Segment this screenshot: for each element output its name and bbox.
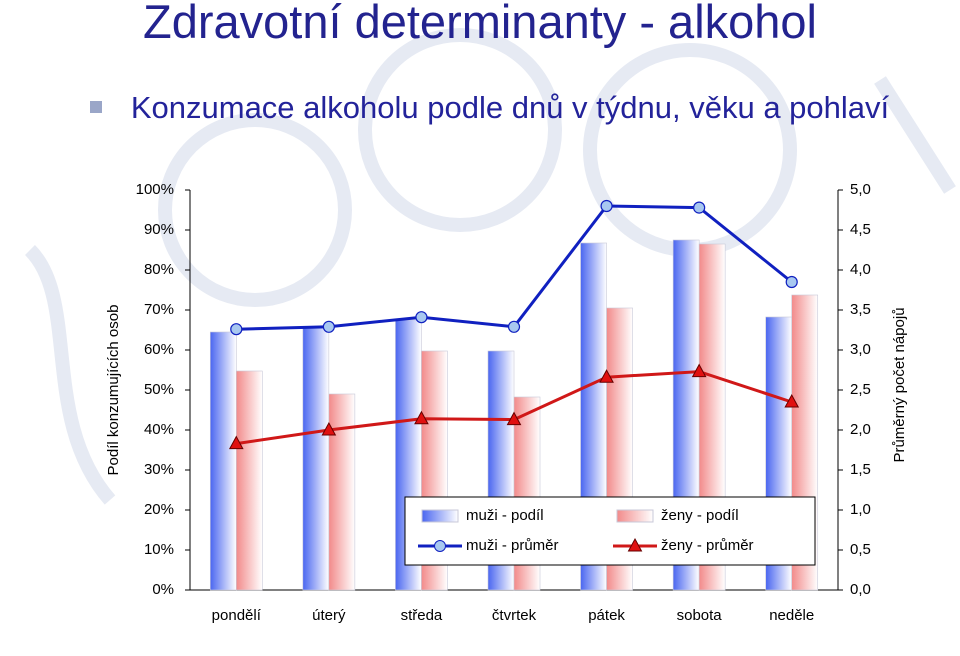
y2-tick-label: 2,0 (850, 421, 871, 438)
y2-tick-label: 4,0 (850, 261, 871, 278)
line-marker (785, 275, 798, 289)
y2-tick-label: 0,0 (850, 581, 871, 598)
y-tick-label: 60% (144, 341, 174, 358)
legend-swatch (421, 509, 459, 523)
y-tick-label: 80% (144, 261, 174, 278)
legend-label: ženy - průměr (661, 537, 754, 554)
bar (328, 393, 356, 591)
background-decoration (24, 28, 956, 505)
x-tick-label: pondělí (212, 607, 262, 624)
x-tick-label: neděle (769, 607, 814, 624)
y2-tick-label: 0,5 (850, 541, 871, 558)
x-tick-label: čtvrtek (492, 607, 537, 624)
line-marker (321, 421, 337, 436)
y2-tick-label: 2,5 (850, 381, 871, 398)
line-marker (600, 199, 613, 213)
y-tick-label: 40% (144, 421, 174, 438)
y-tick-label: 20% (144, 501, 174, 518)
y2-axis-title: Průměrný počet nápojů (891, 307, 908, 462)
legend-label: muži - průměr (466, 537, 559, 554)
bar (209, 331, 237, 591)
y2-tick-label: 1,5 (850, 461, 871, 478)
line-marker (506, 411, 522, 426)
line-marker (414, 410, 429, 425)
legend-box (404, 496, 816, 566)
y2-tick-label: 1,0 (850, 501, 871, 518)
legend-marker (627, 537, 643, 552)
line-marker (230, 323, 243, 336)
y-tick-label: 50% (144, 381, 174, 398)
line-marker (784, 393, 800, 408)
title: Zdravotní determinanty - alkohol (143, 0, 817, 48)
y-axis-title: Podíl konzumujících osob (105, 305, 122, 476)
line-marker (228, 435, 244, 450)
y-tick-label: 10% (144, 541, 174, 558)
line-marker (691, 363, 707, 378)
x-tick-label: pátek (588, 607, 625, 624)
bar (235, 370, 263, 591)
line-marker (507, 320, 521, 333)
line-marker (599, 369, 614, 383)
y-tick-label: 90% (144, 221, 174, 238)
legend-label: ženy - podíl (661, 507, 739, 524)
line-marker (415, 311, 428, 324)
line-marker (693, 201, 706, 214)
subtitle: Konzumace alkoholu podle dnů v týdnu, vě… (130, 90, 890, 125)
x-tick-label: sobota (677, 607, 723, 624)
y2-tick-label: 3,0 (850, 341, 871, 358)
y-tick-label: 100% (136, 181, 174, 198)
y-tick-label: 70% (144, 301, 174, 318)
y2-tick-label: 3,5 (850, 301, 871, 318)
bullet (90, 101, 102, 113)
y-tick-label: 0% (152, 581, 174, 598)
y-tick-label: 30% (144, 461, 174, 478)
legend-marker (434, 540, 446, 552)
y2-tick-label: 5,0 (850, 181, 871, 198)
y2-tick-label: 4,5 (850, 221, 871, 238)
bar (302, 327, 330, 591)
legend-swatch (616, 509, 654, 523)
x-tick-label: úterý (312, 607, 346, 624)
line-marker (322, 320, 335, 333)
x-tick-label: středa (401, 607, 443, 624)
legend-label: muži - podíl (466, 507, 544, 524)
